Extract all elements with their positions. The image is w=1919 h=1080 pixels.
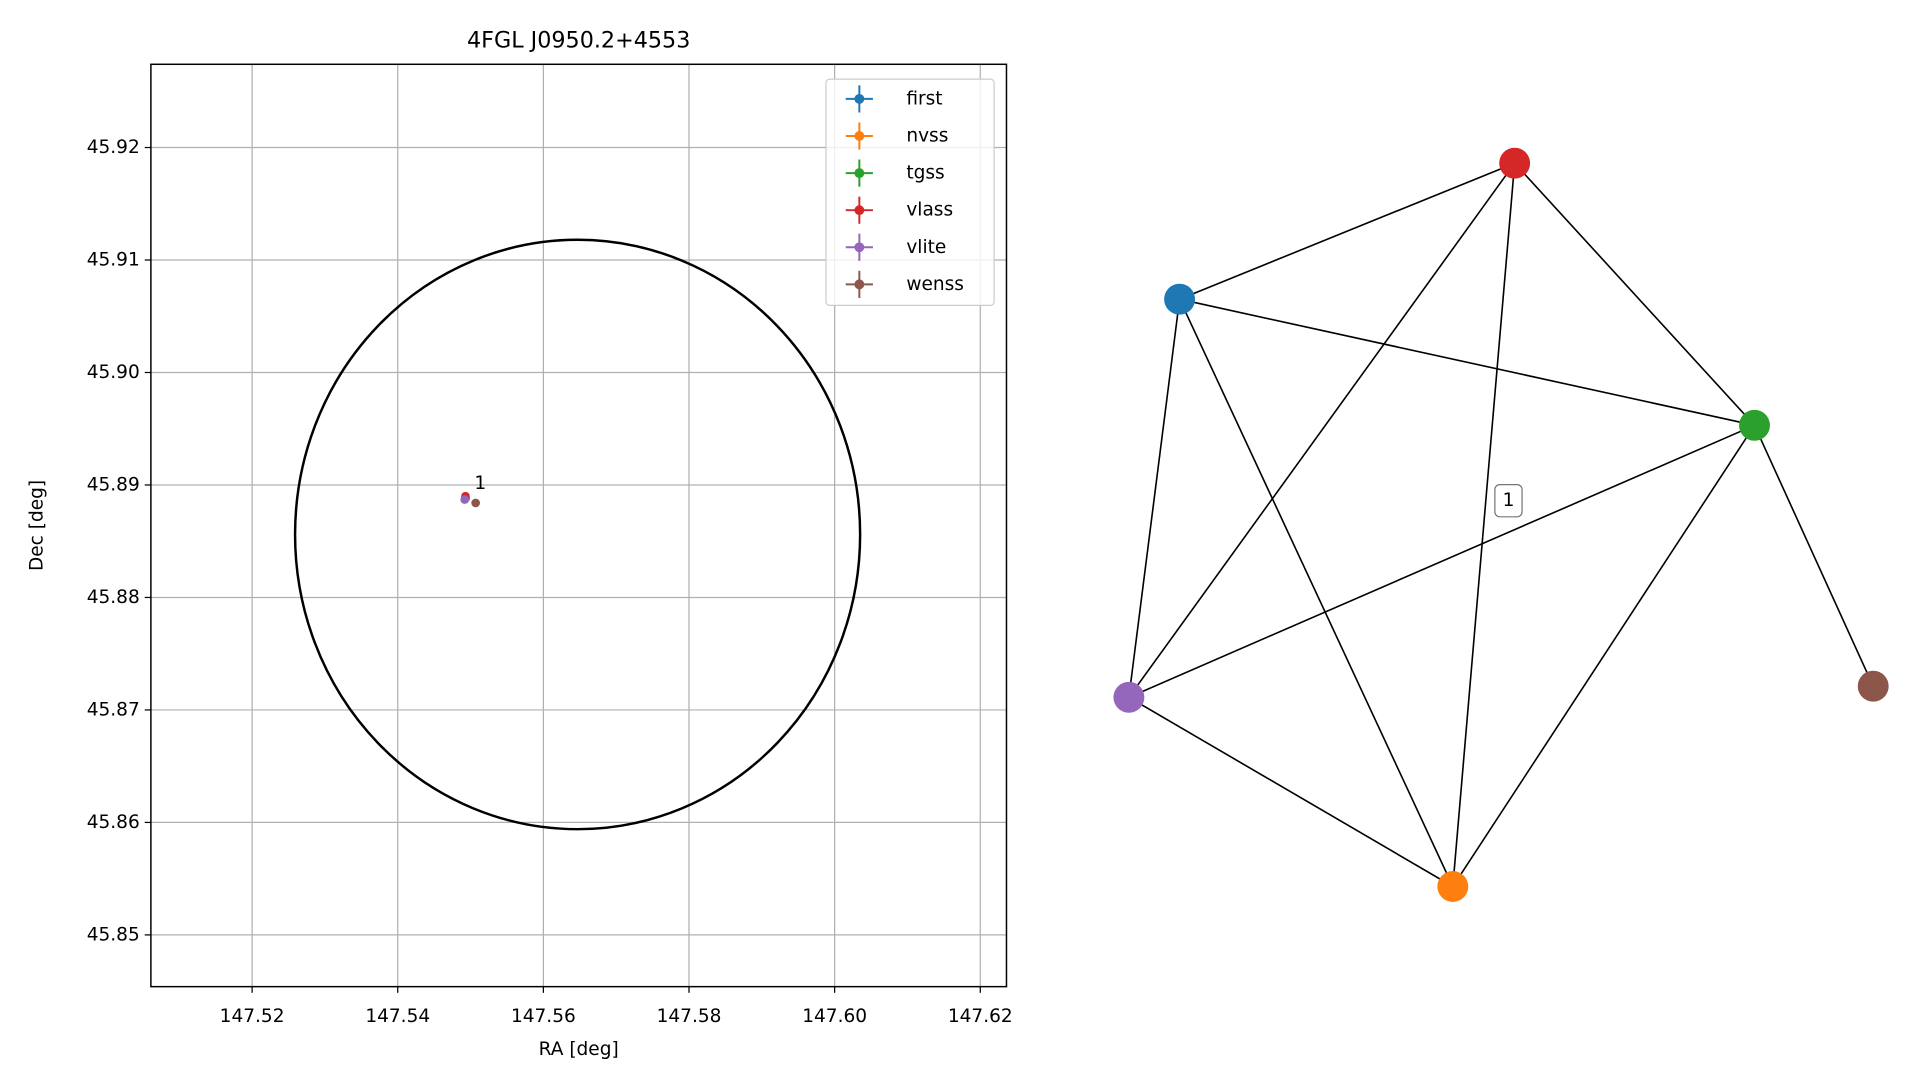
node <box>1113 681 1145 713</box>
edge <box>1179 162 1515 300</box>
node <box>1164 283 1196 315</box>
x-axis-label: RA [deg] <box>539 1039 619 1060</box>
annotation: 1 <box>474 473 486 494</box>
x-tick-label: 147.58 <box>657 1006 722 1027</box>
y-tick-label: 45.88 <box>87 587 140 608</box>
edge <box>1452 424 1756 887</box>
node <box>1437 871 1469 902</box>
edge-label-box <box>1494 484 1523 518</box>
x-tick-label: 147.54 <box>365 1006 430 1027</box>
y-tick-label: 45.91 <box>87 250 140 271</box>
y-tick-label: 45.92 <box>87 137 140 158</box>
legend-marker <box>854 205 865 216</box>
edge <box>1514 162 1756 426</box>
x-tick-label: 147.60 <box>802 1006 867 1027</box>
x-tick-label: 147.52 <box>220 1006 285 1027</box>
edge <box>1128 299 1181 698</box>
chart-title: 4FGL J0950.2+4553 <box>467 27 690 53</box>
edge <box>1128 162 1516 698</box>
edge <box>1753 424 1874 687</box>
legend-label: nvss <box>906 126 948 147</box>
axes-frame <box>150 63 1008 988</box>
edge <box>1128 696 1454 888</box>
edge <box>1179 298 1755 427</box>
y-axis-label: Dec [deg] <box>27 480 48 571</box>
legend-label: wenss <box>906 274 964 295</box>
edge <box>1178 298 1454 887</box>
x-tick-label: 147.62 <box>948 1006 1013 1027</box>
legend-label: vlite <box>906 237 946 258</box>
node <box>1857 670 1889 702</box>
edge <box>1128 424 1755 699</box>
legend-label: vlass <box>906 200 953 221</box>
legend-label: tgss <box>906 163 944 184</box>
data-point <box>471 498 480 508</box>
y-tick-label: 45.86 <box>87 812 140 833</box>
legend-marker <box>854 131 865 141</box>
legend-label: first <box>906 88 942 109</box>
legend-marker <box>854 279 865 290</box>
legend-box <box>825 78 995 307</box>
y-tick-label: 45.87 <box>87 699 140 720</box>
y-tick-label: 45.89 <box>87 474 140 495</box>
x-tick-label: 147.56 <box>511 1006 576 1027</box>
y-tick-label: 45.85 <box>87 924 140 945</box>
node <box>1739 409 1770 441</box>
y-tick-label: 45.90 <box>87 362 140 383</box>
edge <box>1452 163 1516 887</box>
legend-marker <box>854 93 865 104</box>
edge-label: 1 <box>1503 490 1515 511</box>
error-circle <box>293 238 862 831</box>
data-point <box>460 495 470 504</box>
node <box>1499 147 1531 179</box>
legend-marker <box>854 168 865 179</box>
legend-marker <box>854 242 865 253</box>
